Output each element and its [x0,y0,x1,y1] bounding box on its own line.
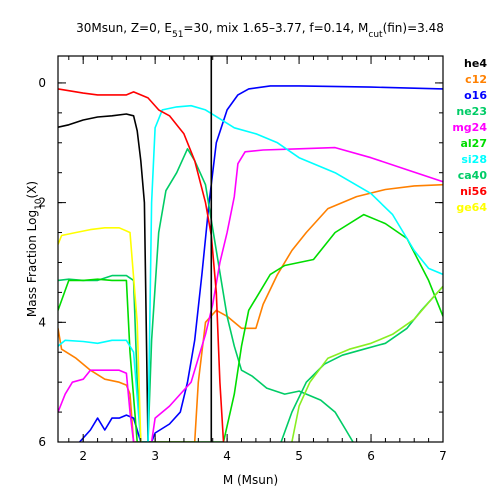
legend-entry-o16: o16 [464,89,487,102]
legend-entry-c12: c12 [465,73,487,86]
series-line-ne23 [58,148,354,442]
x-tick-label: 6 [367,449,375,463]
legend: he4 c12 o16 ne23 mg24 al27 si28 ca40 ni56 ge64 [452,57,487,214]
legend-entry-si28: si28 [461,153,487,166]
x-tick-label: 5 [295,449,303,463]
series-line-al27 [58,213,443,442]
y-tick-label: 0 [38,76,46,90]
legend-entry-ni56: ni56 [460,185,487,198]
y-tick-label: 6 [38,435,46,449]
x-axis-label: M (Msun) [223,473,278,487]
series-line-mg24 [58,146,443,442]
series-line-si28 [58,104,443,442]
series-line-o16 [79,85,443,442]
chart-title: 30Msun, Z=0, E51=30, mix 1.65–3.77, f=0.… [76,21,444,40]
legend-entry-ge64: ge64 [456,201,487,214]
legend-entry-ca40: ca40 [458,169,488,182]
legend-entry-mg24: mg24 [452,121,487,134]
y-axis-label: Mass Fraction Log10(X) [25,181,44,317]
legend-entry-he4: he4 [464,57,487,70]
series-line-ca40 [280,285,443,442]
series-layer [58,85,443,442]
series-line-ni56 [58,88,225,442]
x-tick-label: 7 [439,449,447,463]
tick-layer: 2 3 4 5 6 7 0 2 4 6 [38,56,447,463]
y-tick-label: 4 [38,315,46,329]
y-tick-label: 2 [38,196,46,210]
series-line-he4 [58,113,149,442]
x-tick-label: 2 [79,449,87,463]
plot-frame [57,55,444,443]
legend-entry-al27: al27 [460,137,487,150]
legend-entry-ne23: ne23 [456,105,487,118]
x-tick-label: 4 [223,449,231,463]
series-line-ge64 [58,227,142,442]
x-tick-label: 3 [151,449,159,463]
series-line-unlabeled-10 [291,285,443,442]
